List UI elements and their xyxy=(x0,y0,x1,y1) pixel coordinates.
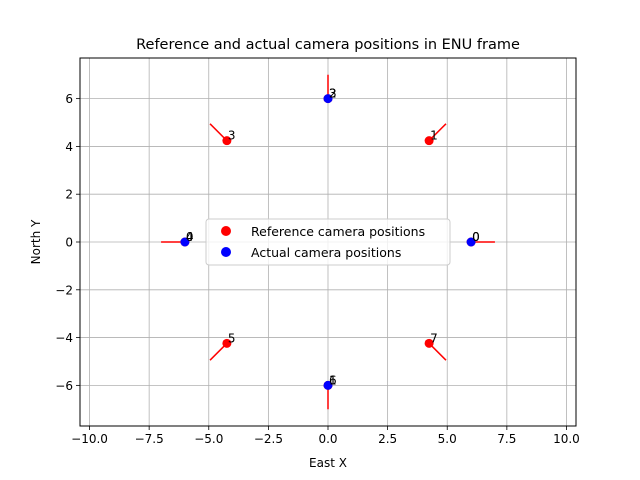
legend-marker-reference xyxy=(221,226,231,236)
x-tick-label: 2.5 xyxy=(378,432,397,446)
legend-label-actual: Actual camera positions xyxy=(251,245,401,260)
actual-point-label: 3 xyxy=(329,87,337,101)
x-tick-label: 7.5 xyxy=(497,432,516,446)
y-tick-label: −4 xyxy=(55,331,73,345)
y-tick-label: −2 xyxy=(55,283,73,297)
y-axis-label: North Y xyxy=(29,219,43,264)
x-tick-label: −5.0 xyxy=(194,432,223,446)
reference-point-label: 0 xyxy=(472,230,480,244)
actual-point xyxy=(323,380,333,390)
actual-point xyxy=(466,237,476,247)
actual-point xyxy=(180,237,190,247)
reference-point xyxy=(424,136,434,146)
reference-point xyxy=(424,338,434,348)
x-axis-label: East X xyxy=(309,456,347,470)
data-points xyxy=(180,94,476,390)
legend-marker-actual xyxy=(221,247,231,257)
reference-point-label: 6 xyxy=(329,373,337,387)
actual-point-label: 1 xyxy=(329,373,337,387)
legend: Reference camera positions Actual camera… xyxy=(205,218,451,266)
x-tick-label: 0.0 xyxy=(318,432,337,446)
reference-point xyxy=(222,338,232,348)
x-tick-label: 5.0 xyxy=(438,432,457,446)
x-tick-label: −10.0 xyxy=(71,432,108,446)
reference-point-label: 2 xyxy=(329,87,337,101)
actual-point xyxy=(323,94,333,104)
reference-point-label: 7 xyxy=(430,331,438,345)
x-tick-label: −2.5 xyxy=(254,432,283,446)
reference-point xyxy=(222,136,232,146)
axis-ticks: −10.0 −7.5 −5.0 −2.5 0.0 2.5 5.0 7.5 10.0 −6 −4 −2 0… xyxy=(55,92,580,446)
actual-point-label: 0 xyxy=(472,230,480,244)
x-tick-label: −7.5 xyxy=(135,432,164,446)
reference-point-label: 1 xyxy=(430,129,438,143)
chart-title: Reference and actual camera positions in… xyxy=(136,37,520,53)
reference-point-label: 5 xyxy=(228,331,236,345)
y-tick-label: 0 xyxy=(65,236,73,250)
y-tick-label: −6 xyxy=(55,379,73,393)
reference-point-label: 3 xyxy=(228,129,236,143)
y-tick-label: 2 xyxy=(65,188,73,202)
x-tick-label: 10.0 xyxy=(553,432,580,446)
legend-label-reference: Reference camera positions xyxy=(251,224,425,239)
actual-point-label: 0 xyxy=(186,230,194,244)
y-tick-label: 6 xyxy=(65,92,73,106)
legend-box xyxy=(205,218,451,266)
reference-point-label: 4 xyxy=(186,230,194,244)
y-tick-label: 4 xyxy=(65,140,73,154)
